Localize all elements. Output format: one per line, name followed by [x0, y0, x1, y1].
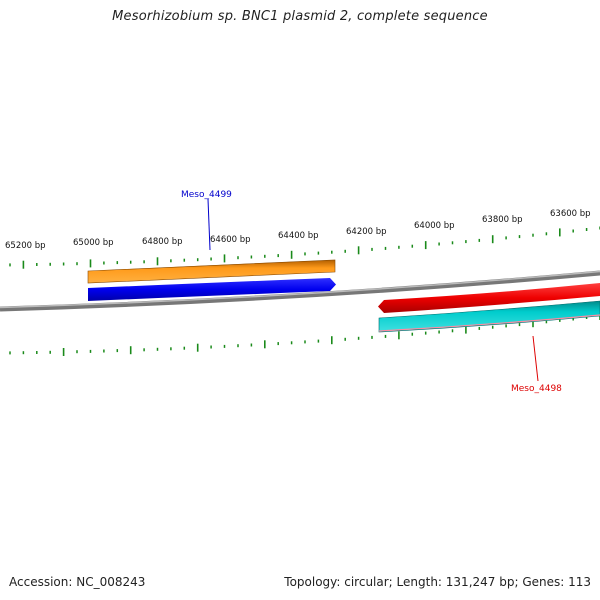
label-leader-meso-4499 [207, 198, 211, 251]
cyan-feature[interactable] [378, 300, 600, 333]
ruler-label: 64400 bp [278, 231, 319, 241]
ruler-label: 65200 bp [5, 241, 46, 251]
accession-text: Accession: NC_008243 [9, 575, 146, 589]
gene-meso-4499-arrow[interactable] [88, 278, 336, 301]
gene-label-meso-4498[interactable]: Meso_4498 [511, 384, 562, 394]
ruler-label: 64000 bp [414, 221, 455, 231]
ruler-label: 64600 bp [210, 235, 251, 245]
map-title: Mesorhizobium sp. BNC1 plasmid 2, comple… [112, 9, 488, 24]
inner-tick-ruler [9, 312, 600, 356]
ruler-label: 63800 bp [482, 215, 523, 225]
gene-meso-4498-arrow[interactable] [378, 283, 600, 313]
label-leader-meso-4498 [532, 335, 539, 382]
plasmid-backbone [0, 270, 600, 312]
ruler-label: 64800 bp [142, 237, 183, 247]
ruler-label: 63600 bp [550, 209, 591, 219]
ruler-label: 64200 bp [346, 227, 387, 237]
cyan-feature-edge [378, 314, 600, 332]
orange-feature[interactable] [87, 259, 336, 284]
gene-label-meso-4499[interactable]: Meso_4499 [181, 190, 232, 200]
ruler-label: 65000 bp [73, 238, 114, 248]
outer-tick-ruler [9, 226, 600, 269]
map-summary-text: Topology: circular; Length: 131,247 bp; … [284, 575, 591, 589]
